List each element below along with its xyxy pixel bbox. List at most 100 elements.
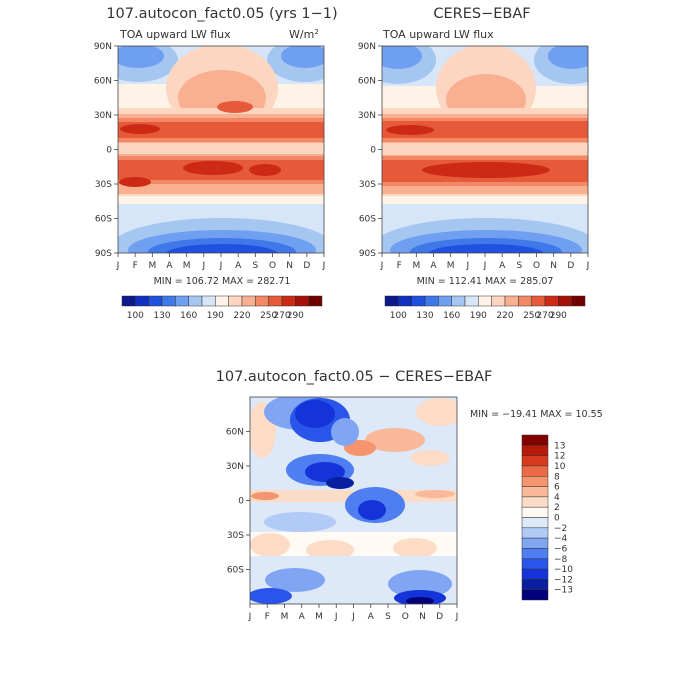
obs-nh-subtropics-core	[382, 121, 588, 138]
x-tick-label: O	[533, 261, 540, 271]
colorbar-box	[521, 445, 549, 456]
model-sh-subtropics-max	[183, 161, 243, 175]
x-tick-label: A	[299, 612, 306, 622]
colorbar-label: 100	[390, 311, 407, 321]
colorbar-label: 130	[416, 311, 433, 321]
colorbar-box	[521, 465, 549, 477]
model-y-ticks: 90N 60N 30N 0 30S 60S 90S	[94, 42, 118, 259]
colorbar-box	[384, 295, 399, 307]
colorbar-box	[201, 295, 216, 307]
colorbar-box	[135, 295, 149, 307]
colorbar-label: 270	[536, 311, 553, 321]
colorbar-box	[478, 295, 492, 307]
obs-itcz-band	[382, 143, 588, 155]
colorbar-label: −4	[554, 534, 568, 544]
obs-title: CERES−EBAF	[433, 6, 530, 22]
panel-diff: 107.autocon_fact0.05 − CERES−EBAF	[216, 369, 603, 622]
x-tick-label: N	[419, 612, 426, 622]
x-tick-label: M	[447, 261, 455, 271]
y-tick-label: 60N	[226, 428, 244, 438]
x-tick-label: M	[148, 261, 156, 271]
x-tick-label: D	[303, 261, 310, 271]
y-tick-label: 60S	[227, 566, 244, 576]
panel-obs: CERES−EBAF TOA upward LW flux	[358, 6, 590, 321]
diff-neg-sh-tropics	[264, 512, 336, 532]
colorbar-box	[521, 568, 549, 580]
model-southern-transition	[118, 196, 324, 204]
diff-field	[250, 397, 457, 604]
colorbar-label: 290	[287, 311, 304, 321]
x-tick-label: D	[436, 612, 443, 622]
diff-neg-nh-subtropics-min	[326, 477, 354, 489]
colorbar-label: 2	[554, 503, 560, 513]
obs-subtitle: TOA upward LW flux	[382, 28, 494, 41]
x-tick-label: D	[567, 261, 574, 271]
colorbar-box	[188, 295, 203, 307]
colorbar-box	[521, 506, 549, 518]
colorbar-label: 220	[233, 311, 250, 321]
model-nh-subtropics-core	[118, 122, 324, 138]
x-tick-label: F	[265, 612, 270, 622]
colorbar-label: −13	[554, 586, 573, 596]
y-tick-label: 0	[106, 146, 112, 156]
diff-pos-sh-jan	[250, 533, 290, 557]
x-tick-label: S	[385, 612, 391, 622]
colorbar-box	[571, 295, 586, 307]
y-tick-label: 60S	[95, 215, 112, 225]
x-tick-label: J	[466, 261, 470, 271]
y-tick-label: 0	[370, 146, 376, 156]
obs-sh-subtropics-max	[422, 162, 550, 178]
obs-minmax: MIN = 112.41 MAX = 285.07	[417, 276, 554, 287]
model-arctic-min-late	[281, 46, 324, 68]
colorbar-box	[521, 517, 549, 529]
colorbar-box	[464, 295, 479, 307]
diff-pos-arctic-east	[416, 398, 457, 426]
colorbar-label: 12	[554, 452, 565, 462]
x-tick-label: J	[202, 261, 206, 271]
colorbar-box	[295, 295, 309, 307]
colorbar-box	[521, 527, 549, 539]
y-tick-label: 90N	[358, 42, 376, 52]
y-tick-label: 90N	[94, 42, 112, 52]
colorbar-label: 190	[207, 311, 224, 321]
diff-neg-spring-core	[295, 400, 335, 428]
x-tick-label: M	[412, 261, 420, 271]
colorbar-box	[424, 295, 439, 307]
y-tick-label: 0	[238, 497, 244, 507]
model-itcz-band	[118, 143, 324, 154]
colorbar-label: 8	[554, 472, 560, 482]
x-tick-label: J	[248, 612, 252, 622]
y-tick-label: 30N	[94, 111, 112, 121]
colorbar-label: 0	[554, 514, 560, 524]
model-units: W/m2	[289, 28, 319, 41]
colorbar-box	[521, 579, 549, 590]
colorbar-box	[241, 295, 256, 307]
colorbar-label: 190	[470, 311, 487, 321]
y-tick-label: 30S	[227, 531, 244, 541]
colorbar-box	[491, 295, 506, 307]
x-tick-label: S	[252, 261, 258, 271]
x-tick-label: J	[322, 261, 326, 271]
colorbar-box	[438, 295, 452, 307]
obs-field	[382, 46, 588, 253]
y-tick-label: 60S	[359, 215, 376, 225]
diff-pos-oct	[410, 450, 450, 466]
colorbar-box	[411, 295, 426, 307]
colorbar-box	[281, 295, 296, 307]
colorbar-label: 220	[496, 311, 513, 321]
diff-neg-nh-subtropics-core	[305, 462, 345, 482]
y-tick-label: 90S	[95, 249, 112, 259]
model-subtitle: TOA upward LW flux	[119, 28, 231, 41]
obs-antarctic-min	[428, 244, 544, 253]
colorbar-label: −6	[554, 544, 568, 554]
obs-southern-transition	[382, 196, 588, 204]
diff-pos-sh-oct	[393, 538, 437, 558]
x-tick-label: J	[380, 261, 384, 271]
x-tick-label: F	[133, 261, 138, 271]
x-tick-label: J	[483, 261, 487, 271]
colorbar-box	[121, 295, 136, 307]
model-sh-subtropics-max2	[249, 164, 281, 176]
diff-title: 107.autocon_fact0.05 − CERES−EBAF	[216, 369, 493, 385]
